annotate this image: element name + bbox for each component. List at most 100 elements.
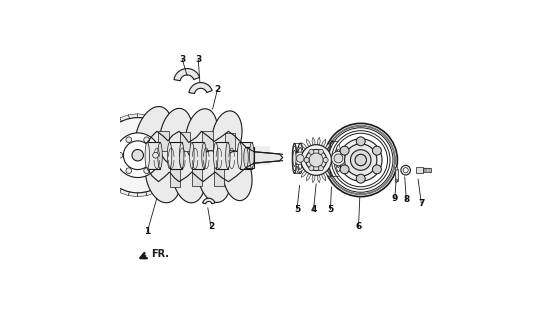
Polygon shape [96, 146, 101, 155]
Polygon shape [189, 83, 212, 93]
Circle shape [301, 145, 331, 175]
Polygon shape [159, 108, 192, 164]
Polygon shape [120, 189, 129, 196]
Polygon shape [96, 155, 101, 164]
Text: 7: 7 [418, 198, 424, 207]
Polygon shape [212, 111, 242, 161]
Circle shape [356, 174, 365, 183]
Polygon shape [301, 171, 307, 177]
Polygon shape [158, 131, 169, 151]
Circle shape [309, 166, 314, 171]
Circle shape [309, 149, 314, 154]
Polygon shape [172, 137, 178, 147]
Polygon shape [321, 139, 326, 147]
Polygon shape [129, 192, 138, 197]
Polygon shape [328, 167, 335, 172]
Ellipse shape [292, 143, 297, 173]
Ellipse shape [329, 141, 335, 176]
Polygon shape [395, 169, 397, 181]
Text: FR.: FR. [151, 249, 169, 259]
Circle shape [153, 152, 158, 158]
Polygon shape [325, 143, 331, 149]
Circle shape [318, 149, 324, 154]
Polygon shape [174, 146, 179, 155]
Text: 3: 3 [195, 55, 201, 64]
Polygon shape [317, 137, 320, 145]
Polygon shape [169, 142, 182, 169]
Circle shape [331, 131, 390, 189]
Polygon shape [186, 109, 217, 160]
Polygon shape [97, 137, 104, 147]
Circle shape [144, 168, 149, 173]
Ellipse shape [336, 145, 341, 172]
Polygon shape [330, 153, 338, 157]
Polygon shape [138, 114, 147, 119]
Polygon shape [306, 173, 311, 181]
Polygon shape [146, 115, 156, 121]
Circle shape [115, 133, 160, 178]
Polygon shape [331, 159, 339, 161]
Circle shape [323, 157, 328, 163]
Ellipse shape [249, 142, 254, 169]
Polygon shape [105, 123, 114, 132]
Polygon shape [135, 107, 172, 166]
Ellipse shape [401, 165, 410, 175]
Ellipse shape [167, 142, 172, 169]
Circle shape [126, 168, 132, 173]
Ellipse shape [292, 146, 296, 171]
Polygon shape [192, 167, 202, 186]
Text: 1: 1 [144, 227, 150, 236]
Polygon shape [240, 142, 252, 169]
Text: 5: 5 [294, 205, 300, 214]
Circle shape [356, 137, 365, 146]
Polygon shape [214, 167, 224, 186]
Text: 5: 5 [328, 205, 334, 214]
Polygon shape [172, 164, 178, 173]
Polygon shape [138, 192, 147, 197]
Polygon shape [223, 151, 252, 201]
Text: 3: 3 [179, 55, 186, 64]
Polygon shape [101, 172, 108, 181]
Circle shape [331, 151, 345, 165]
Circle shape [304, 157, 309, 163]
Polygon shape [192, 142, 204, 169]
Circle shape [372, 146, 381, 155]
Circle shape [334, 154, 343, 163]
Circle shape [318, 166, 324, 171]
Circle shape [350, 150, 371, 170]
Polygon shape [161, 179, 170, 188]
Circle shape [355, 154, 367, 166]
Polygon shape [172, 146, 206, 203]
Polygon shape [154, 118, 164, 126]
Ellipse shape [145, 142, 149, 169]
Polygon shape [167, 129, 175, 139]
Polygon shape [101, 129, 108, 139]
Polygon shape [225, 132, 235, 150]
Ellipse shape [238, 142, 242, 169]
Polygon shape [297, 167, 304, 172]
Polygon shape [146, 189, 156, 196]
Ellipse shape [244, 147, 248, 168]
Polygon shape [306, 139, 311, 147]
Circle shape [126, 137, 132, 143]
Polygon shape [328, 148, 335, 153]
Polygon shape [154, 185, 164, 193]
Circle shape [372, 165, 381, 174]
Polygon shape [180, 132, 190, 151]
Ellipse shape [335, 141, 342, 176]
Polygon shape [167, 172, 175, 181]
Circle shape [124, 141, 152, 170]
Polygon shape [174, 68, 200, 81]
Polygon shape [120, 115, 129, 121]
Ellipse shape [190, 142, 194, 169]
Circle shape [117, 152, 123, 158]
Polygon shape [321, 173, 326, 181]
Ellipse shape [179, 142, 184, 169]
Circle shape [294, 152, 306, 165]
Circle shape [132, 149, 144, 161]
Circle shape [144, 137, 149, 143]
Circle shape [306, 149, 326, 171]
Polygon shape [416, 167, 423, 173]
Polygon shape [169, 166, 180, 187]
Circle shape [296, 155, 304, 162]
